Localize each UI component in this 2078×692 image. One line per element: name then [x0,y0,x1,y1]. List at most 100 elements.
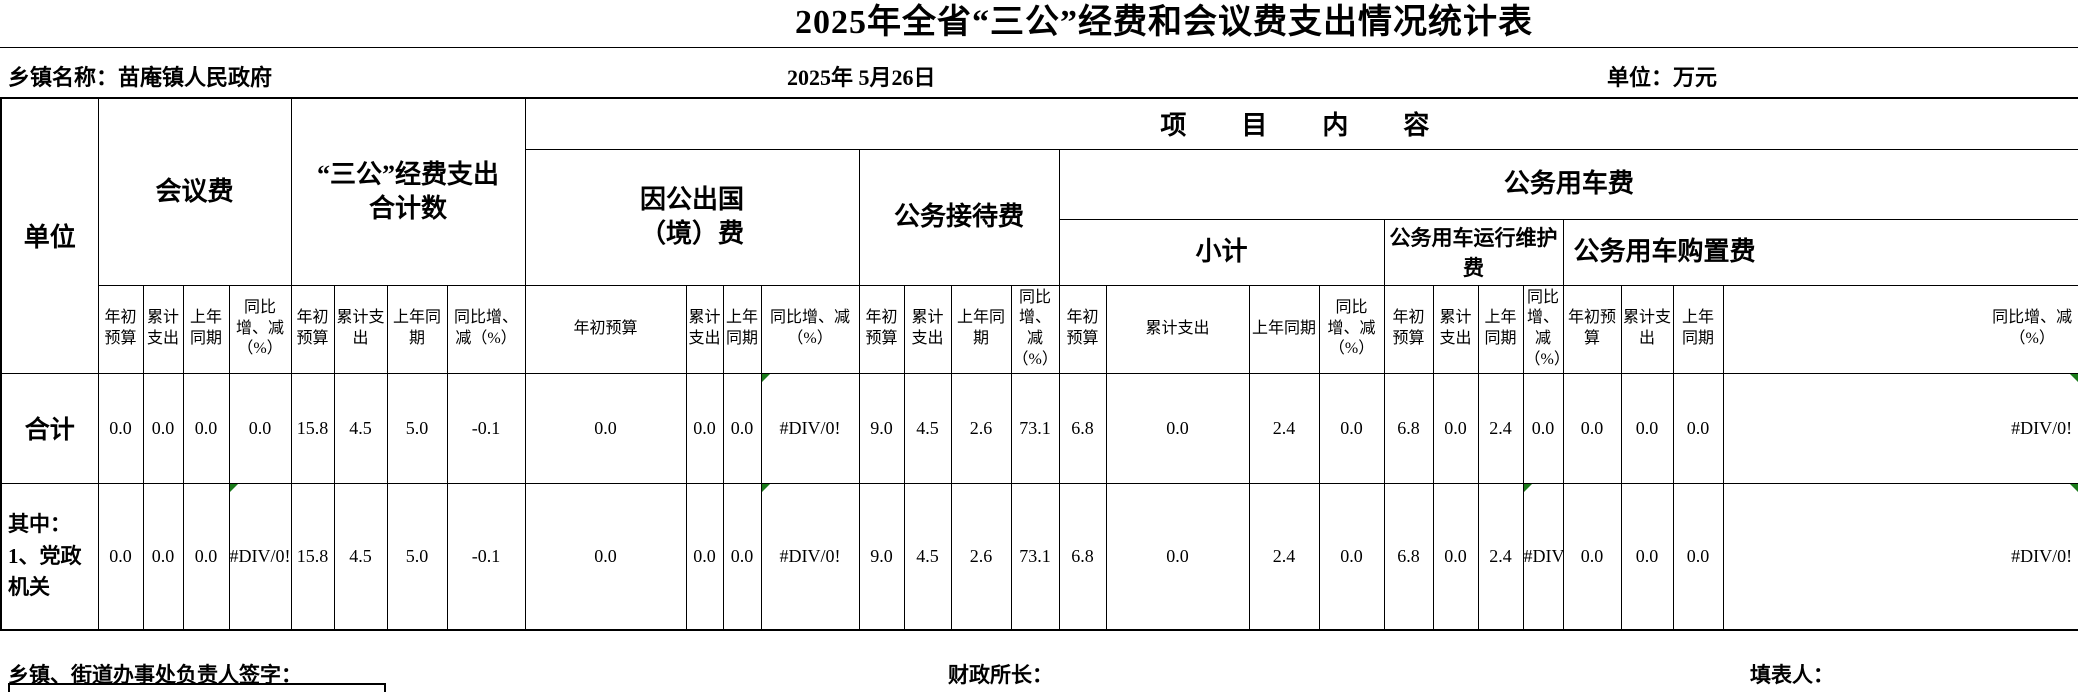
subheader-cell: 同比增、减（%） [1010,284,1060,374]
value-cell: 0.0 [1105,482,1250,631]
subheader-cell: 年初预算 [1383,284,1434,374]
group-header-vehicle-maintenance: 公务用车运行维护费 [1383,218,1564,286]
error-cell: #DIV/0! [1722,482,2078,631]
subheader-cell: 同比增、减（%） [1722,284,2078,374]
value-cell: 73.1 [1010,372,1060,484]
subheader-label: 累计支出 [146,309,179,348]
signature-label-finance-director: 财政所长： [948,663,1053,688]
subheader-label: 年初预算 [1066,309,1099,348]
group-header-abroad-fee: 因公出国 （境）费 [524,148,860,286]
subheader-label: 上年同期 [1682,309,1715,348]
value-cell: 0.0 [1432,372,1479,484]
subheader-label: 上年同期 [1484,309,1517,348]
subheader-cell: 年初预算 [1562,284,1622,374]
value-cell: 5.0 [386,482,448,631]
subheader-cell: 同比增、减（%） [1522,284,1564,374]
value-cell: 2.6 [950,372,1012,484]
subheader-cell: 上年同期 [950,284,1012,374]
subheader-cell: 年初预算 [97,284,144,374]
subheader-cell: 上年同期 [386,284,448,374]
subheader-label: 上年同期 [1252,319,1317,337]
value-cell: 0.0 [1318,482,1385,631]
value-cell: 0.0 [1672,482,1724,631]
value-cell: -0.1 [446,482,526,631]
group-header-meeting-fee: 会议费 [97,97,292,286]
value-cell: 0.0 [685,372,724,484]
value-cell: 0.0 [142,372,184,484]
value-cell: 4.5 [903,482,952,631]
value-cell: 0.0 [142,482,184,631]
value-cell: 0.0 [685,482,724,631]
group-header-vehicle-subtotal: 小计 [1058,218,1385,286]
subheader-cell: 上年同期 [1248,284,1320,374]
error-cell: #DIV/0! [1522,482,1564,631]
corner-header-unit: 单位 [0,97,99,374]
empty-cell-box [8,683,386,692]
value-cell: 0.0 [97,482,144,631]
subheader-label: 上年同期 [957,309,1006,348]
group-header-vehicle-fee: 公务用车费 [1058,148,2078,220]
signature-label-form-filler: 填表人： [1750,663,1834,688]
value-cell: 0.0 [1562,482,1622,631]
value-cell: 2.4 [1248,372,1320,484]
subheader-label: 累计支出 [1623,309,1672,348]
value-cell: 0.0 [1318,372,1385,484]
value-cell: 2.4 [1477,482,1524,631]
value-cell: 4.5 [903,372,952,484]
header-project-content: 项 目 内 容 [524,97,2078,150]
value-cell: 0.0 [524,482,687,631]
value-cell: 4.5 [333,482,388,631]
value-cell: 0.0 [524,372,687,484]
subheader-label: 年初预算 [1392,309,1425,348]
subheader-label: 同比增、减（%） [454,309,519,348]
subheader-label: 同比增、减（%） [1012,288,1058,368]
subheader-cell: 累计支出 [1620,284,1674,374]
group-header-three-public-total: “三公”经费支出 合计数 [290,97,526,286]
value-cell: 0.0 [228,372,292,484]
subheader-cell: 累计支出 [333,284,388,374]
value-cell: 0.0 [722,372,762,484]
value-cell: 6.8 [1383,482,1434,631]
subheader-label: 累计支出 [688,309,721,348]
subheader-label: 累计支出 [911,309,944,348]
subheader-cell: 同比增、减（%） [228,284,292,374]
error-cell: #DIV/0! [760,372,860,484]
subheader-label: 上年同期 [726,309,759,348]
value-cell: 2.4 [1248,482,1320,631]
value-cell: 2.6 [950,482,1012,631]
meta-row: 乡镇名称：苗庵镇人民政府 2025年 5月26日 单位：万元 [0,48,2078,97]
subheader-cell: 同比增、减（%） [446,284,526,374]
subheader-label: 年初预算 [104,309,137,348]
value-cell: 2.4 [1477,372,1524,484]
subheader-label: 累计支出 [1145,319,1210,337]
subheader-label: 同比增、减（%） [236,298,285,358]
value-cell: 0.0 [1620,482,1674,631]
value-cell: 73.1 [1010,482,1060,631]
subheader-label: 同比增、减（%） [1992,309,2073,348]
township-name-label: 乡镇名称：苗庵镇人民政府 [8,65,273,90]
value-cell: 6.8 [1383,372,1434,484]
value-cell: 0.0 [1672,372,1724,484]
value-cell: 0.0 [97,372,144,484]
value-cell: 0.0 [182,482,230,631]
value-cell: 0.0 [1620,372,1674,484]
report-date: 2025年 5月26日 [787,65,936,90]
subheader-label: 同比增、减（%） [1524,288,1563,368]
table-row: 合计 0.0 0.0 0.0 0.0 15.8 4.5 5.0 -0.1 0.0 0.0 0.0 #DI… [0,372,2078,484]
subheader-cell: 累计支出 [903,284,952,374]
error-cell: #DIV/0! [1722,372,2078,484]
subheader-label: 年初预算 [1568,309,1617,348]
subheader-label: 同比增、减（%） [1327,298,1376,358]
subheader-label: 上年同期 [393,309,442,348]
subheader-label: 年初预算 [296,309,329,348]
subheader-cell: 上年同期 [1672,284,1724,374]
value-cell: 5.0 [386,372,448,484]
error-cell: #DIV/0! [760,482,860,631]
subheader-cell: 年初预算 [290,284,335,374]
subheader-label: 同比增、减（%） [770,309,851,348]
row-label: 合计 [0,372,99,484]
subheader-cell: 累计支出 [685,284,724,374]
value-cell: 6.8 [1058,372,1107,484]
subheader-cell: 上年同期 [182,284,230,374]
